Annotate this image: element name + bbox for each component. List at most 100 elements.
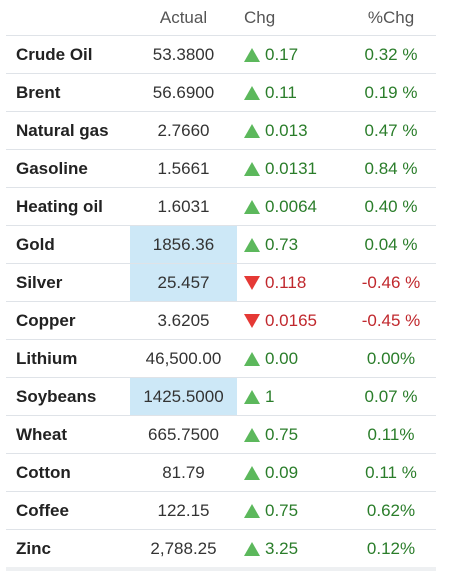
actual-value: 53.3800 — [152, 44, 215, 64]
triangle-up-icon — [244, 351, 260, 366]
table-row[interactable]: Lithium 46,500.00 0.00 0.00% — [6, 340, 436, 378]
commodity-name[interactable]: Wheat — [16, 424, 67, 444]
triangle-up-icon — [244, 465, 260, 480]
change-text: 0.0131 — [265, 158, 317, 178]
actual-value: 1425.5000 — [130, 378, 237, 415]
commodity-name[interactable]: Gold — [16, 234, 55, 254]
change-value: 1 — [237, 378, 346, 415]
percent-change-value: 0.00% — [366, 348, 416, 368]
change-text: 0.11 — [265, 82, 297, 102]
triangle-up-icon — [244, 161, 260, 176]
change-text: 0.09 — [265, 462, 299, 482]
table-row[interactable]: Copper 3.6205 0.0165 -0.45 % — [6, 302, 436, 340]
commodity-name[interactable]: Heating oil — [16, 196, 103, 216]
change-value: 0.73 — [237, 226, 346, 263]
header-chg: Chg — [244, 7, 276, 27]
actual-value: 81.79 — [162, 462, 205, 482]
commodity-name[interactable]: Cotton — [16, 462, 71, 482]
actual-value: 3.6205 — [157, 310, 210, 330]
percent-change-value: 0.32 % — [364, 44, 418, 64]
change-text: 0.73 — [265, 234, 299, 254]
commodity-name[interactable]: Copper — [16, 310, 76, 330]
change-text: 0.0064 — [265, 196, 317, 216]
change-value: 0.0131 — [237, 150, 346, 187]
triangle-up-icon — [244, 47, 260, 62]
change-value: 0.75 — [237, 492, 346, 529]
actual-value: 56.6900 — [152, 82, 215, 102]
commodity-name[interactable]: Silver — [16, 272, 63, 292]
change-value: 0.0165 — [237, 302, 346, 339]
actual-value: 2,788.25 — [150, 538, 217, 558]
change-text: 0.013 — [265, 120, 308, 140]
triangle-up-icon — [244, 503, 260, 518]
change-text: 0.75 — [265, 424, 299, 444]
commodity-name[interactable]: Lithium — [16, 348, 78, 368]
table-row[interactable]: Gasoline 1.5661 0.0131 0.84 % — [6, 150, 436, 188]
change-value: 0.09 — [237, 454, 346, 491]
table-row[interactable]: Brent 56.6900 0.11 0.19 % — [6, 74, 436, 112]
triangle-up-icon — [244, 123, 260, 138]
change-text: 0.75 — [265, 500, 299, 520]
change-text: 0.00 — [265, 348, 299, 368]
table-row[interactable]: Soybeans 1425.5000 1 0.07 % — [6, 378, 436, 416]
actual-value: 1.6031 — [157, 196, 210, 216]
triangle-up-icon — [244, 427, 260, 442]
triangle-up-icon — [244, 237, 260, 252]
header-pct-chg: %Chg — [367, 7, 415, 27]
commodity-name[interactable]: Soybeans — [16, 386, 97, 406]
change-value: 0.17 — [237, 36, 346, 73]
table-row[interactable]: Crude Oil 53.3800 0.17 0.32 % — [6, 36, 436, 74]
change-text: 0.17 — [265, 44, 299, 64]
actual-value: 46,500.00 — [145, 348, 222, 368]
percent-change-value: 0.12% — [366, 538, 416, 558]
percent-change-value: 0.11 % — [365, 462, 417, 482]
actual-value: 25.457 — [130, 264, 237, 301]
table-row[interactable]: Gold 1856.36 0.73 0.04 % — [6, 226, 436, 264]
table-row[interactable]: Zinc 2,788.25 3.25 0.12% — [6, 530, 436, 568]
change-value: 3.25 — [237, 530, 346, 567]
change-value: 0.013 — [237, 112, 346, 149]
triangle-up-icon — [244, 85, 260, 100]
percent-change-value: 0.62% — [366, 500, 416, 520]
table-row[interactable]: Wheat 665.7500 0.75 0.11% — [6, 416, 436, 454]
percent-change-value: 0.04 % — [364, 234, 418, 254]
percent-change-value: 0.11% — [367, 424, 415, 444]
triangle-down-icon — [244, 275, 260, 290]
commodity-name[interactable]: Zinc — [16, 538, 51, 558]
actual-value: 1.5661 — [157, 158, 210, 178]
table-row[interactable]: Silver 25.457 0.118 -0.46 % — [6, 264, 436, 302]
change-value: 0.118 — [237, 264, 346, 301]
table-row[interactable]: Natural gas 2.7660 0.013 0.47 % — [6, 112, 436, 150]
commodity-name[interactable]: Natural gas — [16, 120, 109, 140]
actual-value: 665.7500 — [148, 424, 219, 444]
change-value: 0.11 — [237, 74, 346, 111]
percent-change-value: 0.84 % — [364, 158, 418, 178]
percent-change-value: -0.45 % — [361, 310, 421, 330]
change-text: 0.118 — [265, 272, 307, 292]
table-row[interactable]: Coffee 122.15 0.75 0.62% — [6, 492, 436, 530]
table-row[interactable]: Cotton 81.79 0.09 0.11 % — [6, 454, 436, 492]
percent-change-value: 0.19 % — [364, 82, 418, 102]
commodity-name[interactable]: Crude Oil — [16, 44, 93, 64]
triangle-down-icon — [244, 313, 260, 328]
triangle-up-icon — [244, 389, 260, 404]
header-actual: Actual — [159, 7, 208, 27]
table-row[interactable]: Heating oil 1.6031 0.0064 0.40 % — [6, 188, 436, 226]
change-text: 1 — [265, 386, 275, 406]
change-value: 0.75 — [237, 416, 346, 453]
commodity-name[interactable]: Coffee — [16, 500, 69, 520]
actual-value: 1856.36 — [130, 226, 237, 263]
percent-change-value: 0.47 % — [364, 120, 418, 140]
change-text: 3.25 — [265, 538, 299, 558]
actual-value: 122.15 — [157, 500, 210, 520]
commodity-name[interactable]: Brent — [16, 82, 61, 102]
triangle-up-icon — [244, 541, 260, 556]
change-value: 0.0064 — [237, 188, 346, 225]
header-name — [6, 0, 130, 35]
percent-change-value: 0.07 % — [364, 386, 418, 406]
change-value: 0.00 — [237, 340, 346, 377]
percent-change-value: -0.46 % — [361, 272, 421, 292]
table-header: Actual Chg %Chg — [6, 0, 436, 36]
table-bottom-edge — [6, 567, 436, 571]
commodity-name[interactable]: Gasoline — [16, 158, 88, 178]
